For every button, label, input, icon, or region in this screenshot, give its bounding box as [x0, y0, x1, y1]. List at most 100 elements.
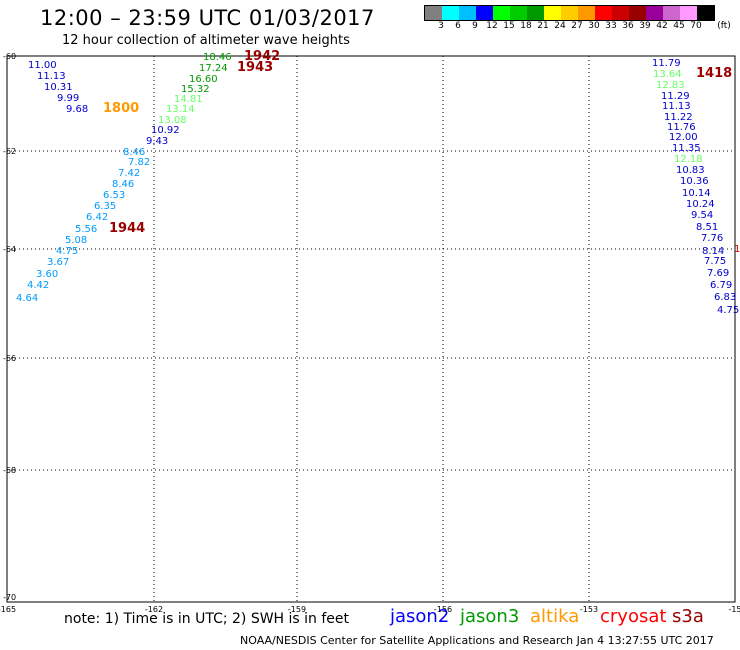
color-tick-label: 33 — [605, 21, 617, 31]
wave-height-label: 15.32 — [181, 84, 210, 95]
wave-height-label: 11.35 — [672, 143, 701, 154]
lat-tick-label: -64 — [3, 245, 16, 254]
lon-tick-label: -153 — [580, 605, 598, 614]
color-tick-label: 21 — [537, 21, 549, 31]
wave-height-label: 8.51 — [696, 222, 718, 233]
wave-height-label: 6.35 — [94, 201, 116, 212]
color-swatch — [578, 6, 595, 20]
wave-height-label: 7.42 — [118, 168, 140, 179]
wave-height-label: 8.46 — [123, 147, 145, 158]
color-swatch — [680, 6, 697, 20]
color-tick-label: 15 — [503, 21, 515, 31]
color-tick-label: 45 — [673, 21, 685, 31]
color-tick-label: 3 — [438, 21, 444, 31]
color-swatch — [663, 6, 680, 20]
color-scale-ticks: 3 6 9 12 15 18 21 24 27 30 33 36 39 42 45 70 (ft) — [424, 21, 740, 33]
wave-height-label: 7.76 — [701, 233, 723, 244]
wave-height-label: 7.69 — [707, 268, 729, 279]
lat-tick-label: -60 — [3, 52, 16, 61]
lon-tick-label: -162 — [145, 605, 163, 614]
color-tick-label: 30 — [588, 21, 600, 31]
wave-height-label: 6.53 — [103, 190, 125, 201]
color-swatch — [425, 6, 442, 20]
map-title: 12:00 – 23:59 UTC 01/03/2017 — [40, 6, 375, 30]
wave-height-label: 4.75 — [56, 246, 78, 257]
lat-tick-label: -70 — [3, 593, 16, 602]
lon-tick-label: -15 — [728, 605, 740, 614]
wave-height-label: 17.24 — [199, 63, 228, 74]
color-tick-label: 27 — [571, 21, 583, 31]
color-tick-label: 18 — [520, 21, 532, 31]
color-swatch — [459, 6, 476, 20]
wave-height-label: 5.56 — [75, 224, 97, 235]
wave-height-label: 11.00 — [28, 60, 57, 71]
color-tick-label: 36 — [622, 21, 634, 31]
color-swatch — [527, 6, 544, 20]
color-swatch — [629, 6, 646, 20]
wave-height-label: 10.83 — [676, 165, 705, 176]
color-swatch — [595, 6, 612, 20]
wave-height-label: 1 — [734, 244, 740, 255]
wave-height-label: 14.81 — [174, 94, 203, 105]
lon-tick-label: -156 — [434, 605, 452, 614]
wave-height-label: 6.79 — [710, 280, 732, 291]
lat-tick-label: -68 — [3, 466, 16, 475]
wave-height-label: 8.14 — [702, 246, 724, 257]
wave-height-label: 1943 — [237, 60, 273, 75]
color-swatch — [544, 6, 561, 20]
color-tick-label: 24 — [554, 21, 566, 31]
color-tick-label: 6 — [455, 21, 461, 31]
lon-tick-label: -165 — [0, 605, 16, 614]
color-tick-label: 9 — [472, 21, 478, 31]
lat-tick-label: -66 — [3, 354, 16, 363]
wave-height-label: 4.64 — [16, 293, 38, 304]
wave-height-label: 10.92 — [151, 125, 180, 136]
color-swatch — [646, 6, 663, 20]
wave-height-label: 1944 — [109, 221, 145, 236]
color-swatch — [476, 6, 493, 20]
wave-height-label: 12.83 — [656, 80, 685, 91]
wave-height-label: 10.24 — [686, 199, 715, 210]
wave-height-label: 13.64 — [653, 69, 682, 80]
satellite-legend-cryosat: cryosat — [600, 606, 667, 627]
satellite-legend-altika: altika — [530, 606, 580, 627]
wave-height-label: 7.75 — [704, 256, 726, 267]
map-frame — [6, 55, 736, 603]
wave-height-label: 9.54 — [691, 210, 713, 221]
color-swatch — [612, 6, 629, 20]
wave-height-label: 12.00 — [669, 132, 698, 143]
satellite-legend-jason3: jason3 — [460, 606, 520, 627]
color-swatch — [561, 6, 578, 20]
wave-height-label: 9.43 — [146, 136, 168, 147]
wave-height-label: 6.83 — [714, 292, 736, 303]
color-scale-bar — [424, 5, 715, 21]
color-swatch — [697, 6, 714, 20]
wave-height-label: 11.76 — [667, 122, 696, 133]
wave-height-label: 3.60 — [36, 269, 58, 280]
color-tick-label: 70 — [690, 21, 702, 31]
wave-height-label: 4.42 — [27, 280, 49, 291]
map-subtitle: 12 hour collection of altimeter wave hei… — [62, 33, 350, 48]
color-tick-label: 12 — [486, 21, 498, 31]
lat-tick-label: -62 — [3, 147, 16, 156]
wave-height-label: 18.46 — [203, 52, 232, 63]
wave-height-label: 10.36 — [680, 176, 709, 187]
wave-height-label: 3.67 — [47, 257, 69, 268]
wave-height-label: 11.29 — [661, 91, 690, 102]
wave-height-label: 4.75 — [717, 305, 739, 316]
wave-height-label: 9.68 — [66, 104, 88, 115]
satellite-legend-jason2: jason2 — [390, 606, 450, 627]
wave-height-label: 1942 — [244, 49, 280, 64]
wave-height-label: 10.14 — [682, 188, 711, 199]
wave-height-label: 8.46 — [112, 179, 134, 190]
color-unit-label: (ft) — [717, 21, 731, 31]
wave-height-label: 5.08 — [65, 235, 87, 246]
color-tick-label: 39 — [639, 21, 651, 31]
wave-height-label: 11.13 — [662, 101, 691, 112]
wave-height-label: 13.14 — [166, 104, 195, 115]
wave-height-label: 6.42 — [86, 212, 108, 223]
wave-height-label: 12.18 — [674, 154, 703, 165]
color-tick-label: 42 — [656, 21, 668, 31]
color-swatch — [442, 6, 459, 20]
